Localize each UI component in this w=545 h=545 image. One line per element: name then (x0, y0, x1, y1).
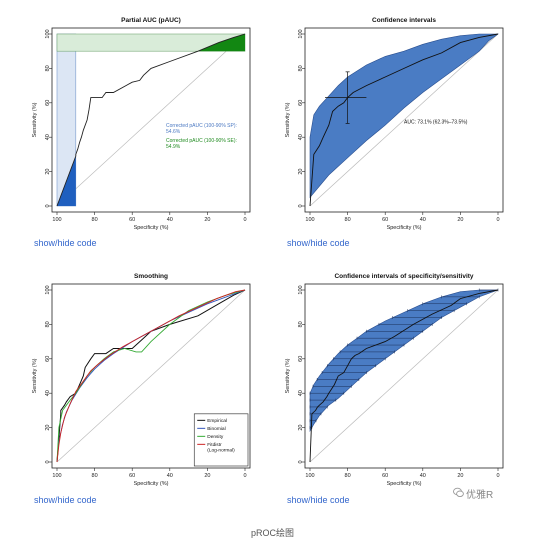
x-tick-label: 20 (204, 217, 210, 223)
x-tick-label: 80 (345, 217, 351, 223)
annotation-sp-label: Corrected pAUC (100-90% SP): (166, 123, 237, 129)
show-hide-code-link-4[interactable]: show/hide code (287, 495, 350, 505)
x-tick-label: 80 (345, 473, 351, 479)
y-axis-label: Sensitivity (%) (285, 358, 291, 393)
x-axis-label: Specificity (%) (134, 481, 169, 487)
x-tick-label: 20 (457, 217, 463, 223)
y-axis-label: Sensitivity (%) (285, 102, 291, 137)
plot-frame (51, 283, 251, 469)
plot-frame (51, 27, 251, 213)
y-tick-label: 40 (298, 134, 304, 140)
x-tick-label: 0 (243, 217, 246, 223)
ci-band (309, 33, 499, 199)
y-tick-label: 60 (45, 356, 51, 362)
legend-label: Binomial (207, 426, 225, 432)
y-tick-label: 40 (298, 390, 304, 396)
series-line-3 (56, 289, 246, 463)
chance-diagonal (56, 289, 246, 463)
y-tick-label: 60 (298, 356, 304, 362)
x-tick-label: 100 (305, 217, 314, 223)
y-tick-label: 80 (45, 65, 51, 71)
y-tick-label: 0 (45, 460, 51, 463)
chance-diagonal (56, 33, 246, 207)
y-axis-label: Sensitivity (%) (32, 358, 38, 393)
roc-curve (309, 33, 499, 207)
pauc-se-fill (198, 34, 245, 52)
roc-curve (309, 289, 499, 463)
x-tick-label: 40 (420, 217, 426, 223)
chart-title: Smoothing (134, 273, 168, 280)
annotation-sp-value: 54.6% (166, 129, 181, 135)
chance-diagonal (309, 289, 499, 463)
chart-confidence-intervals: Confidence intervals 100 80 60 40 20 0 0 20 40 60 8… (285, 17, 504, 231)
y-tick-label: 0 (45, 204, 51, 207)
x-tick-label: 0 (496, 473, 499, 479)
x-tick-label: 100 (305, 473, 314, 479)
annotation-se-value: 54.9% (166, 144, 181, 150)
y-tick-label: 20 (45, 169, 51, 175)
y-tick-label: 40 (45, 134, 51, 140)
x-tick-label: 40 (167, 473, 173, 479)
x-tick-label: 40 (167, 217, 173, 223)
plot-frame (304, 27, 504, 213)
roc-curve (56, 33, 246, 207)
y-tick-label: 20 (298, 169, 304, 175)
x-tick-label: 0 (243, 473, 246, 479)
x-tick-label: 60 (129, 473, 135, 479)
plot-frame (304, 283, 504, 469)
legend-label: Density (207, 434, 224, 440)
chart-pauc: Partial AUC (pAUC) 100 80 60 40 20 0 0 20 40 60 80 1… (32, 17, 251, 231)
x-tick-label: 60 (129, 217, 135, 223)
show-hide-code-link-2[interactable]: show/hide code (287, 238, 350, 248)
x-tick-label: 60 (382, 473, 388, 479)
y-tick-label: 60 (298, 100, 304, 106)
y-tick-label: 100 (45, 29, 51, 38)
legend-label: Empirical (207, 418, 227, 424)
y-tick-label: 100 (45, 285, 51, 294)
x-tick-label: 100 (52, 473, 61, 479)
chart-title: Partial AUC (pAUC) (121, 17, 181, 24)
pauc-sp-fill (57, 154, 76, 206)
y-tick-label: 80 (45, 321, 51, 327)
y-axis-label: Sensitivity (%) (32, 102, 38, 137)
y-tick-label: 20 (45, 425, 51, 431)
y-tick-label: 100 (298, 29, 304, 38)
show-hide-code-link-1[interactable]: show/hide code (34, 238, 97, 248)
y-tick-label: 60 (45, 100, 51, 106)
y-tick-label: 0 (298, 204, 304, 207)
ci-band (309, 289, 499, 433)
x-tick-label: 20 (457, 473, 463, 479)
x-tick-label: 100 (52, 217, 61, 223)
x-tick-label: 60 (382, 217, 388, 223)
chart-smoothing: Smoothing 100 80 60 40 20 0 0 20 40 60 80 100 Specifi… (32, 273, 251, 487)
chart-title: Confidence intervals (372, 17, 436, 24)
x-axis-label: Specificity (%) (134, 225, 169, 231)
x-tick-label: 20 (204, 473, 210, 479)
legend-label: Fitdistr (207, 442, 222, 448)
wechat-icon (453, 487, 464, 498)
x-tick-label: 80 (92, 473, 98, 479)
x-tick-label: 0 (496, 217, 499, 223)
x-tick-label: 40 (420, 473, 426, 479)
figure-caption: pROC绘图 (250, 528, 294, 538)
y-tick-label: 0 (298, 460, 304, 463)
x-axis-label: Specificity (%) (387, 225, 422, 231)
watermark-text: 优雅R (466, 490, 494, 501)
chart-title: Confidence intervals of specificity/sens… (334, 273, 473, 280)
auc-annotation: AUC: 73.1% (62.3%–73.5%) (404, 119, 468, 125)
show-hide-code-link-3[interactable]: show/hide code (34, 495, 97, 505)
chance-diagonal (309, 33, 499, 207)
y-tick-label: 80 (298, 321, 304, 327)
y-tick-label: 40 (45, 390, 51, 396)
series-line-0 (56, 289, 246, 463)
x-axis-label: Specificity (%) (387, 481, 422, 487)
x-tick-label: 80 (92, 217, 98, 223)
annotation-se-label: Corrected pAUC (100-90% SE): (166, 138, 237, 144)
y-tick-label: 80 (298, 65, 304, 71)
legend-label: (Log-normal) (207, 447, 235, 453)
y-tick-label: 20 (298, 425, 304, 431)
chart-ci-specificity-sensitivity: Confidence intervals of specificity/sens… (285, 273, 504, 487)
legend-box (193, 413, 249, 467)
y-tick-label: 100 (298, 285, 304, 294)
